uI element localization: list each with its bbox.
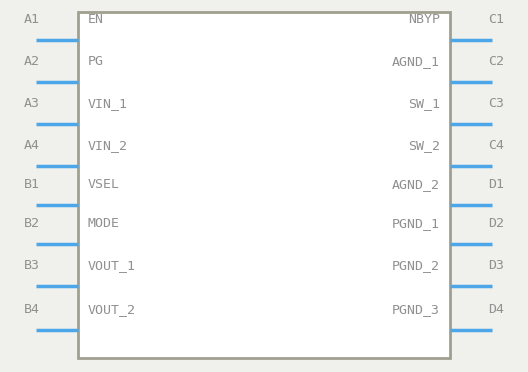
Bar [78,12,450,358]
Text: A3: A3 [24,97,40,110]
Text: PGND_3: PGND_3 [392,303,440,316]
Text: B4: B4 [24,303,40,316]
Text: A2: A2 [24,55,40,68]
Text: D1: D1 [488,178,504,191]
Text: VOUT_1: VOUT_1 [88,259,136,272]
Text: SW_1: SW_1 [408,97,440,110]
Text: PGND_2: PGND_2 [392,259,440,272]
Text: VIN_1: VIN_1 [88,97,128,110]
Text: AGND_1: AGND_1 [392,55,440,68]
Text: D3: D3 [488,259,504,272]
Text: C2: C2 [488,55,504,68]
Text: A1: A1 [24,13,40,26]
Text: B1: B1 [24,178,40,191]
Text: A4: A4 [24,139,40,152]
Text: NBYP: NBYP [408,13,440,26]
Text: VIN_2: VIN_2 [88,139,128,152]
Text: C4: C4 [488,139,504,152]
Text: PG: PG [88,55,104,68]
Text: B3: B3 [24,259,40,272]
Text: B2: B2 [24,217,40,230]
Text: D4: D4 [488,303,504,316]
Text: AGND_2: AGND_2 [392,178,440,191]
Text: PGND_1: PGND_1 [392,217,440,230]
Text: C1: C1 [488,13,504,26]
Text: EN: EN [88,13,104,26]
Text: SW_2: SW_2 [408,139,440,152]
Text: VOUT_2: VOUT_2 [88,303,136,316]
Text: VSEL: VSEL [88,178,120,191]
Text: D2: D2 [488,217,504,230]
Text: C3: C3 [488,97,504,110]
Text: MODE: MODE [88,217,120,230]
